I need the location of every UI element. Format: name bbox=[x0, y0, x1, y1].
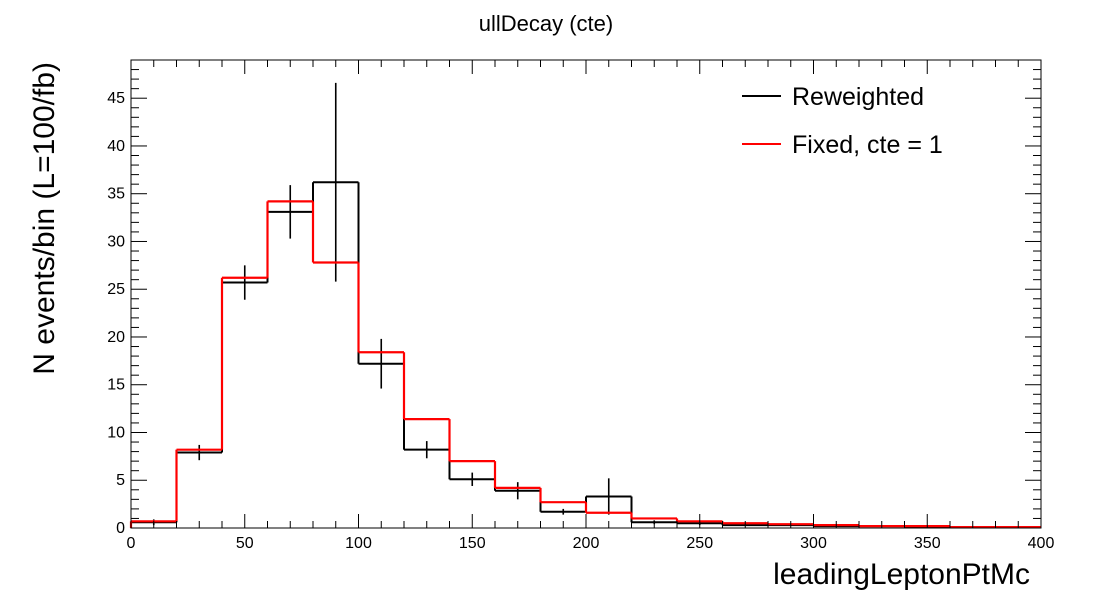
y-tick-label: 5 bbox=[116, 472, 125, 489]
legend: Reweighted Fixed, cte = 1 bbox=[742, 83, 943, 159]
y-tick-label: 0 bbox=[116, 520, 125, 537]
y-tick-label: 20 bbox=[107, 329, 125, 346]
x-tick-label: 150 bbox=[459, 535, 486, 552]
legend-entry: Fixed, cte = 1 bbox=[792, 131, 943, 159]
y-tick-label: 45 bbox=[107, 90, 125, 107]
y-tick-label: 35 bbox=[107, 186, 125, 203]
chart-title: ullDecay (cte) bbox=[479, 11, 613, 36]
series-1 bbox=[129, 200, 1041, 529]
plot-area bbox=[129, 82, 1041, 529]
y-tick-label: 15 bbox=[107, 377, 125, 394]
axes: 0 50 100 150 200 250 300 350 400 0 5 10 15 20 25 30 35 40… bbox=[107, 59, 1055, 552]
x-tick-label: 50 bbox=[236, 535, 254, 552]
x-tick-label: 350 bbox=[914, 535, 941, 552]
y-tick-label: 30 bbox=[107, 233, 125, 250]
y-tick-label: 10 bbox=[107, 424, 125, 441]
x-axis-label: leadingLeptonPtMc bbox=[773, 558, 1030, 591]
y-axis-label: N events/bin (L=100/fb) bbox=[28, 62, 61, 375]
y-tick-label: 40 bbox=[107, 138, 125, 155]
x-tick-label: 200 bbox=[573, 535, 600, 552]
x-tick-label: 300 bbox=[800, 535, 827, 552]
x-tick-label: 0 bbox=[127, 535, 136, 552]
y-tick-label: 25 bbox=[107, 281, 125, 298]
x-tick-label: 250 bbox=[686, 535, 713, 552]
x-tick-label: 400 bbox=[1028, 535, 1055, 552]
x-tick-label: 100 bbox=[345, 535, 372, 552]
legend-entry: Reweighted bbox=[792, 83, 924, 111]
